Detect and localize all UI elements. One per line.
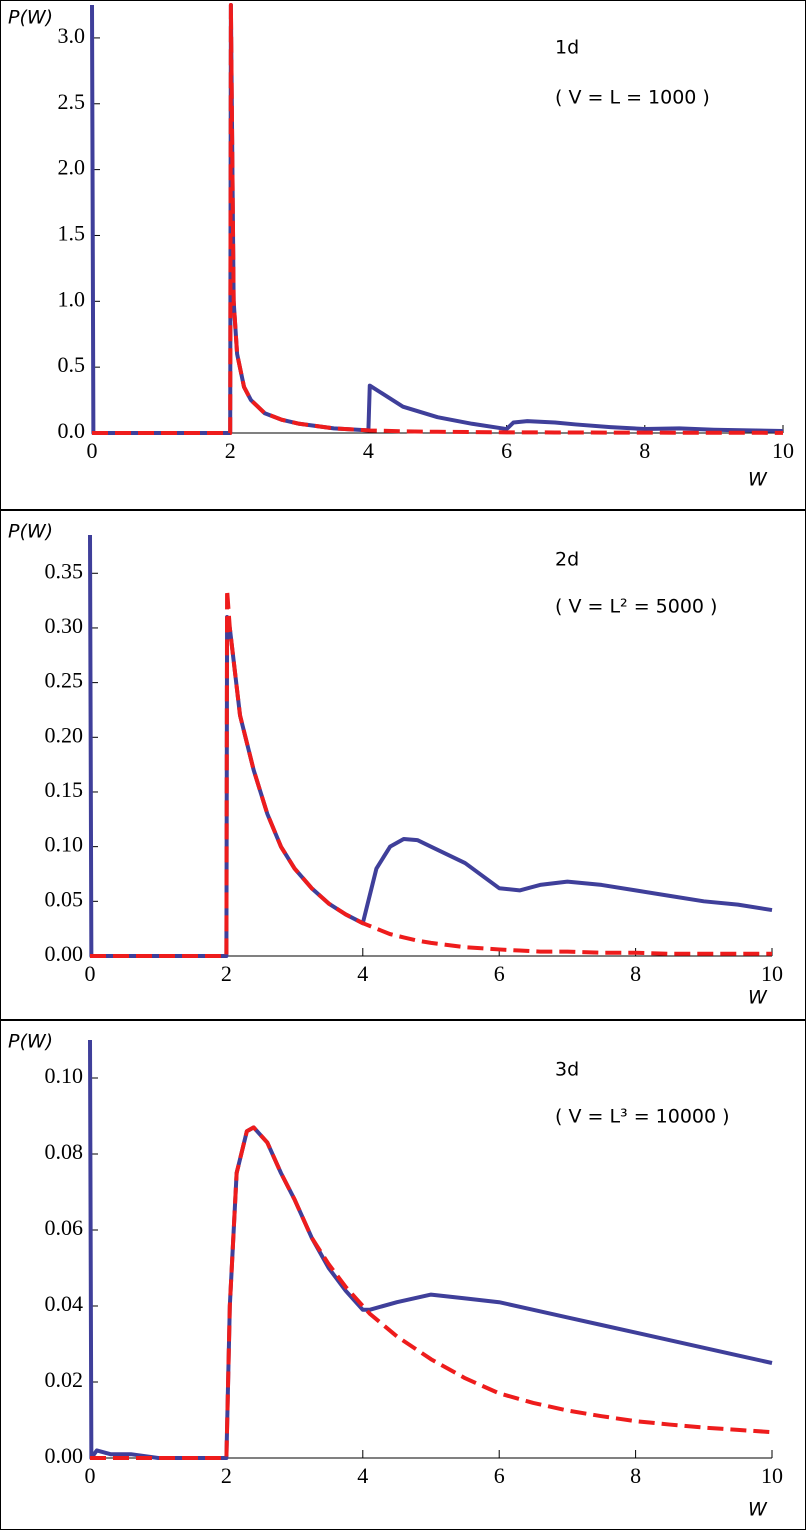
data-line xyxy=(88,534,773,958)
x-tick-label: 4 xyxy=(357,961,368,986)
x-tick-label: 0 xyxy=(87,438,98,463)
panel-border xyxy=(0,1020,806,1530)
x-tick-label: 8 xyxy=(630,1463,641,1488)
y-tick-label: 0.02 xyxy=(45,1367,84,1392)
panel: 0.0 0.5 1.0 1.5 2.0 2.5 3.0 0 2 4 6 8 10 P(W) W 1d ( V =… xyxy=(0,0,806,510)
y-tick-label: 0.08 xyxy=(45,1139,84,1164)
y-tick-label: 0.10 xyxy=(45,832,84,857)
annotation: ( V = L³ = 10000 ) xyxy=(555,1106,730,1128)
y-axis-label: P(W) xyxy=(8,7,53,29)
panel: 0.00 0.02 0.04 0.06 0.08 0.10 0 2 4 6 8 10 P(W) W 3d ( … xyxy=(0,1020,806,1530)
y-tick-label: 0.15 xyxy=(45,777,84,802)
x-axis-label: W xyxy=(748,469,768,491)
annotation: ( V = L = 1000 ) xyxy=(555,87,710,109)
x-tick-label: 10 xyxy=(761,961,783,986)
y-tick-label: 0.04 xyxy=(45,1291,84,1316)
y-tick-label: 1.0 xyxy=(58,286,86,311)
x-tick-label: 2 xyxy=(221,1463,232,1488)
data-line xyxy=(89,587,772,958)
y-tick-label: 0.25 xyxy=(45,668,84,693)
y-tick-label: 0.30 xyxy=(45,613,84,638)
y-axis-label: P(W) xyxy=(8,521,53,543)
annotation: ( V = L² = 5000 ) xyxy=(555,596,717,618)
x-tick-label: 6 xyxy=(501,438,512,463)
y-tick-label: 0.00 xyxy=(45,1443,84,1468)
x-tick-label: 2 xyxy=(225,438,236,463)
y-tick-label: 0.10 xyxy=(45,1063,84,1088)
annotation: 2d xyxy=(555,549,579,571)
panel-border xyxy=(0,0,806,510)
y-tick-label: 0.35 xyxy=(45,558,84,583)
x-tick-label: 4 xyxy=(363,438,374,463)
annotation: 3d xyxy=(555,1059,579,1081)
x-tick-label: 10 xyxy=(761,1463,783,1488)
y-tick-label: 1.5 xyxy=(58,221,86,246)
x-axis-label: W xyxy=(748,1499,768,1521)
x-axis-label: W xyxy=(748,987,768,1009)
y-tick-label: 2.0 xyxy=(58,155,86,180)
y-tick-label: 0.06 xyxy=(45,1215,84,1240)
x-tick-label: 10 xyxy=(772,438,794,463)
data-line xyxy=(91,3,784,435)
y-tick-label: 0.20 xyxy=(45,722,84,747)
x-tick-label: 0 xyxy=(85,961,96,986)
y-tick-label: 0.0 xyxy=(58,418,86,443)
y-tick-label: 3.0 xyxy=(58,23,86,48)
panel: 0.00 0.05 0.10 0.15 0.20 0.25 0.30 0.35 0 2 4 6 8 10 P… xyxy=(0,510,806,1020)
y-axis-label: P(W) xyxy=(8,1031,53,1053)
x-tick-label: 2 xyxy=(221,961,232,986)
x-tick-label: 6 xyxy=(494,961,505,986)
y-tick-label: 0.05 xyxy=(45,886,84,911)
panel-border xyxy=(0,510,806,1020)
x-tick-label: 8 xyxy=(630,961,641,986)
x-tick-label: 6 xyxy=(494,1463,505,1488)
y-tick-label: 2.5 xyxy=(58,89,86,114)
x-tick-label: 4 xyxy=(357,1463,368,1488)
x-tick-label: 0 xyxy=(85,1463,96,1488)
data-line xyxy=(89,1125,773,1460)
y-tick-label: 0.5 xyxy=(58,352,86,377)
y-tick-label: 0.00 xyxy=(45,941,84,966)
x-tick-label: 8 xyxy=(639,438,650,463)
annotation: 1d xyxy=(555,37,579,59)
